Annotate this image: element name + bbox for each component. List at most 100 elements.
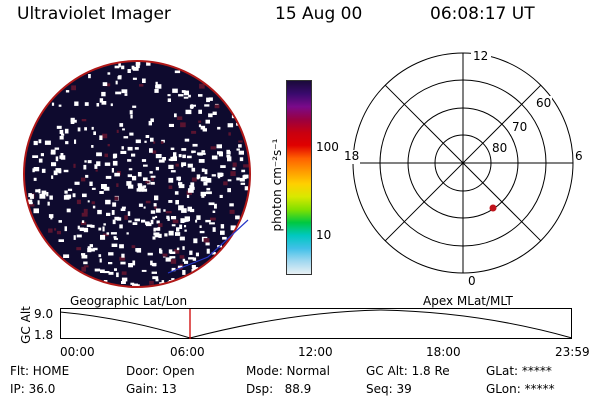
speckle-pixel xyxy=(91,248,95,252)
speckle-pixel xyxy=(236,177,240,181)
speckle-pixel xyxy=(152,216,156,220)
speckle-pixel xyxy=(134,147,139,150)
speckle-pixel xyxy=(38,139,42,144)
speckle-pixel xyxy=(145,181,150,184)
speckle-pixel xyxy=(116,183,119,187)
speckle-pixel xyxy=(180,122,186,128)
speckle-pixel xyxy=(127,69,131,73)
speckle-pixel xyxy=(53,170,58,176)
status-door: Door: Open xyxy=(126,364,195,378)
speckle-pixel xyxy=(155,215,158,218)
speckle-pixel xyxy=(121,253,125,258)
speckle-pixel xyxy=(58,239,64,242)
speckle-pixel xyxy=(141,269,147,272)
speckle-pixel xyxy=(55,156,59,162)
speckle-pixel xyxy=(211,155,218,160)
speckle-pixel xyxy=(103,186,110,191)
speckle-pixel xyxy=(230,171,236,176)
speckle-pixel xyxy=(103,223,106,226)
speckle-pixel xyxy=(91,145,94,148)
speckle-pixel xyxy=(142,188,148,192)
disk-limb xyxy=(23,60,251,288)
speckle-pixel xyxy=(92,205,96,209)
speckle-pixel xyxy=(185,109,192,115)
speckle-pixel xyxy=(160,141,164,144)
speckle-pixel xyxy=(226,154,231,158)
speckle-pixel xyxy=(168,200,173,203)
speckle-pixel xyxy=(152,276,159,280)
speckle-pixel xyxy=(186,194,190,198)
speckle-pixel xyxy=(49,195,53,200)
speckle-pixel xyxy=(153,232,160,236)
speckle-pixel xyxy=(153,227,159,231)
speckle-pixel xyxy=(154,89,159,93)
speckle-pixel xyxy=(41,168,46,173)
speckle-pixel xyxy=(71,85,76,91)
speckle-pixel xyxy=(90,224,95,228)
speckle-pixel xyxy=(173,152,177,157)
speckle-pixel xyxy=(200,152,206,155)
speckle-pixel xyxy=(171,224,176,227)
speckle-pixel xyxy=(38,158,43,163)
speckle-pixel xyxy=(74,181,80,185)
speckle-pixel xyxy=(87,200,90,203)
speckle-pixel xyxy=(153,141,156,144)
speckle-pixel xyxy=(195,252,199,257)
speckle-pixel xyxy=(204,169,208,175)
speckle-pixel xyxy=(40,153,44,157)
speckle-pixel xyxy=(151,176,154,181)
speckle-pixel xyxy=(116,272,119,278)
speckle-pixel xyxy=(150,118,154,123)
speckle-pixel xyxy=(191,177,197,182)
speckle-pixel xyxy=(150,175,156,178)
speckle-pixel xyxy=(121,277,128,282)
speckle-pixel xyxy=(37,200,40,205)
speckle-pixel xyxy=(243,164,249,168)
speckle-pixel xyxy=(205,242,210,246)
speckle-pixel xyxy=(191,265,196,269)
speckle-pixel xyxy=(79,227,85,231)
speckle-pixel xyxy=(238,140,243,143)
speckle-pixel xyxy=(162,253,168,257)
speckle-pixel xyxy=(232,167,236,170)
speckle-pixel xyxy=(129,132,134,136)
speckle-pixel xyxy=(137,172,142,177)
speckle-pixel xyxy=(198,120,202,123)
orbit-plot-frame xyxy=(60,308,572,339)
speckle-pixel xyxy=(216,144,222,149)
speckle-pixel xyxy=(84,160,87,163)
speckle-pixel xyxy=(102,226,105,232)
speckle-pixel xyxy=(184,260,189,264)
speckle-pixel xyxy=(108,262,113,265)
speckle-pixel xyxy=(46,192,49,197)
orbit-xtick-2: 12:00 xyxy=(298,345,333,359)
speckle-pixel xyxy=(98,227,102,231)
orbit-altitude-plot xyxy=(60,308,572,339)
speckle-pixel xyxy=(178,154,182,158)
speckle-pixel xyxy=(182,154,186,159)
speckle-pixel xyxy=(244,186,248,191)
speckle-pixel xyxy=(81,177,86,182)
speckle-pixel xyxy=(84,102,89,106)
colorbar-gradient xyxy=(287,81,311,274)
speckle-pixel xyxy=(181,148,187,151)
speckle-pixel xyxy=(175,232,181,236)
speckle-pixel xyxy=(101,101,107,105)
speckle-pixel xyxy=(232,162,237,167)
speckle-pixel xyxy=(124,215,128,220)
speckle-pixel xyxy=(113,236,117,239)
speckle-pixel xyxy=(121,271,127,275)
speckle-pixel xyxy=(239,177,245,182)
speckle-pixel xyxy=(201,150,206,153)
speckle-pixel xyxy=(65,141,69,145)
speckle-pixel xyxy=(126,181,132,186)
speckle-pixel xyxy=(56,230,61,235)
speckle-pixel xyxy=(112,160,118,166)
orbit-left-label: Geographic Lat/Lon xyxy=(70,294,188,308)
speckle-pixel xyxy=(127,174,132,178)
speckle-pixel xyxy=(167,98,171,102)
speckle-pixel xyxy=(154,195,159,201)
speckle-pixel xyxy=(192,143,198,147)
speckle-pixel xyxy=(196,174,201,179)
speckle-pixel xyxy=(132,77,137,80)
